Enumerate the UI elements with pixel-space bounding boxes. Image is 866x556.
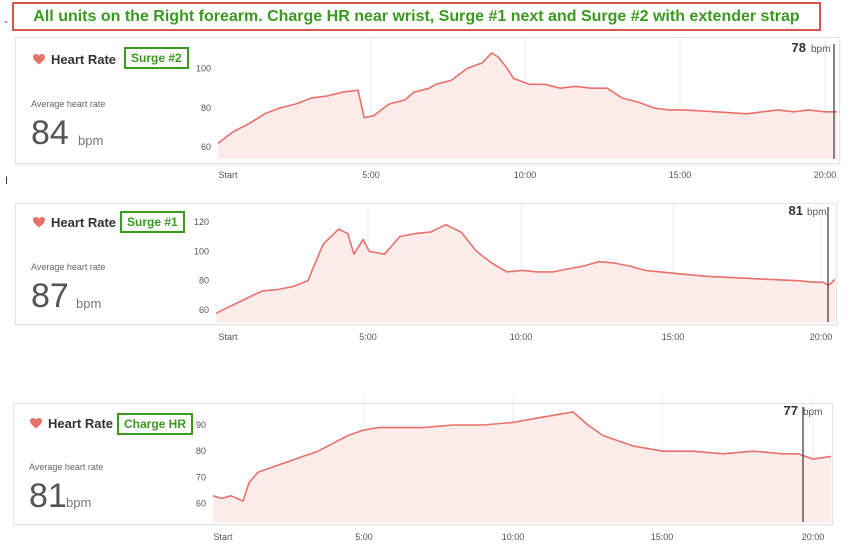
annotation-banner: All units on the Right forearm. Charge H…	[12, 2, 821, 31]
avg-heart-rate-value: 84	[31, 114, 69, 152]
device-badge-surge1: Surge #1	[120, 211, 185, 233]
x-tick-label: 15:00	[651, 532, 674, 542]
y-tick-label: 80	[196, 446, 206, 456]
heart-rate-title: Heart Rate	[33, 215, 116, 230]
avg-heart-rate-unit: bpm	[76, 296, 102, 311]
heart-rate-title-label: Heart Rate	[51, 215, 117, 230]
heart-rate-chart-surge1: 60 80 100 120 Start 5:00 10:00 15:00 20:00 81 bpm	[194, 202, 836, 342]
avg-heart-rate-label: Average heart rate	[29, 462, 104, 472]
x-tick-label: 10:00	[514, 170, 537, 180]
heart-rate-title-label: Heart Rate	[48, 416, 114, 431]
avg-heart-rate-label: Average heart rate	[31, 262, 106, 272]
heart-rate-line	[217, 52, 837, 144]
heart-rate-area	[216, 224, 835, 322]
x-tick-label: 5:00	[362, 170, 380, 180]
heart-rate-line	[212, 411, 832, 502]
stray-dash-mark: -	[4, 16, 8, 28]
x-tick-label: 20:00	[810, 332, 833, 342]
avg-heart-rate-unit: bpm	[66, 495, 92, 510]
x-tick-label: 20:00	[802, 532, 825, 542]
avg-heart-rate-label: Average heart rate	[31, 99, 106, 109]
y-tick-label: 70	[196, 472, 206, 482]
heart-rate-chart-chargehr: 60 70 80 90 Start 5:00 10:00 15:00 20:00 77 bpm	[196, 396, 832, 542]
y-tick-label: 60	[199, 305, 209, 315]
y-tick-label: 60	[201, 142, 211, 152]
heart-rate-area	[218, 52, 837, 159]
avg-heart-rate-value: 81	[29, 477, 67, 515]
heart-rate-chart-surge2: 60 80 100 Start 5:00 10:00 15:00 20:00 78 bpm	[196, 37, 837, 180]
y-tick-label: 90	[196, 420, 206, 430]
x-tick-label: 15:00	[669, 170, 692, 180]
heart-rate-line	[215, 223, 836, 314]
x-tick-label: 5:00	[355, 532, 373, 542]
y-tick-label: 120	[194, 217, 209, 227]
heart-rate-title: Heart Rate	[33, 52, 116, 67]
x-tick-label: Start	[213, 532, 233, 542]
device-badge-chargehr: Charge HR	[117, 413, 194, 435]
heart-rate-area	[213, 411, 831, 522]
heart-icon	[33, 217, 45, 228]
device-badge-surge2: Surge #2	[124, 47, 189, 69]
x-tick-label: 5:00	[359, 332, 377, 342]
y-tick-label: 80	[201, 103, 211, 113]
avg-heart-rate-value: 87	[31, 277, 69, 315]
heart-rate-title-label: Heart Rate	[51, 52, 117, 67]
x-tick-label: 20:00	[814, 170, 837, 180]
current-bpm-unit: bpm	[807, 207, 826, 218]
x-tick-label: 15:00	[662, 332, 685, 342]
y-tick-label: 80	[199, 276, 209, 286]
current-bpm-value: 81	[789, 203, 803, 218]
current-bpm-unit: bpm	[803, 407, 822, 418]
y-tick-label: 100	[194, 246, 209, 256]
current-bpm-value: 78	[792, 40, 806, 55]
y-tick-label: 60	[196, 499, 206, 509]
heart-icon	[33, 54, 45, 65]
x-tick-label: 10:00	[502, 532, 525, 542]
stray-cursor-mark: I	[5, 175, 9, 187]
heart-icon	[30, 418, 42, 429]
heart-rate-title: Heart Rate	[30, 416, 113, 431]
y-tick-label: 100	[196, 64, 211, 74]
avg-heart-rate-unit: bpm	[78, 133, 104, 148]
current-bpm-value: 77	[784, 403, 798, 418]
x-tick-label: Start	[218, 170, 238, 180]
current-bpm-unit: bpm	[811, 44, 830, 55]
x-tick-label: 10:00	[510, 332, 533, 342]
x-tick-label: Start	[218, 332, 238, 342]
